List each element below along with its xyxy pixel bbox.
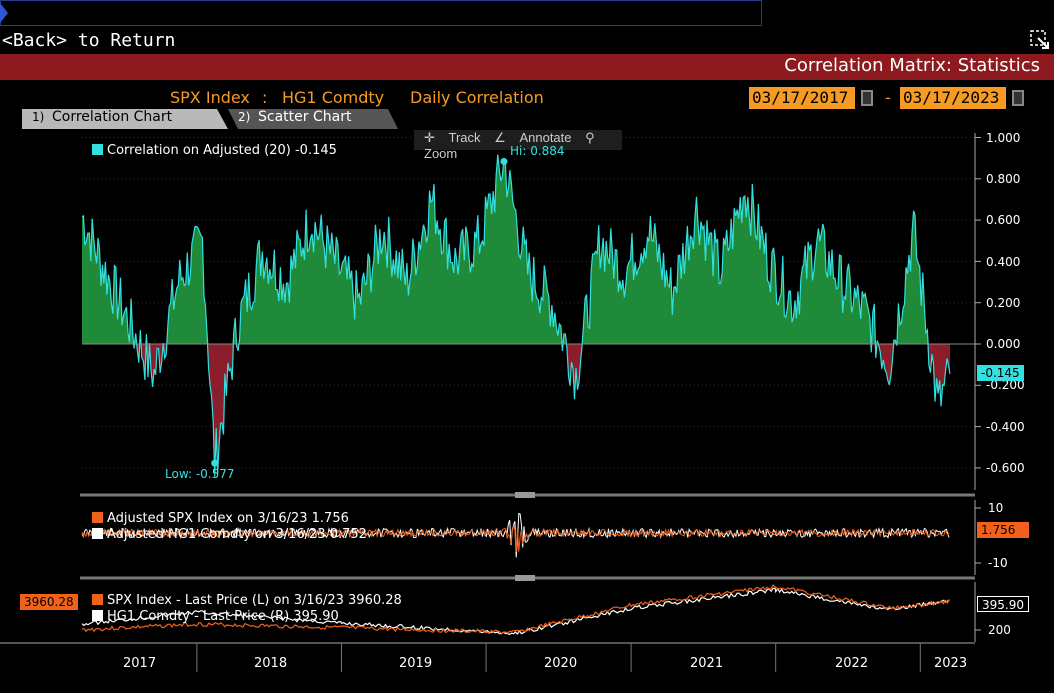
track-label: Track	[448, 130, 481, 145]
title-bar	[0, 54, 1054, 80]
legend-swatch	[92, 610, 103, 621]
panel-divider-2-handle	[515, 575, 535, 581]
spx-last-price-tag: 3960.28	[20, 594, 78, 610]
corr-tick-label: -0.400	[986, 420, 1025, 434]
hg1-price-line	[81, 587, 950, 636]
year-label-2020: 2020	[544, 656, 578, 671]
corr-tick-label: 0.000	[986, 337, 1021, 351]
panel-divider-1-handle	[515, 492, 535, 498]
track-button[interactable]: ✛ Track	[424, 130, 481, 145]
annotate-button[interactable]: ∠ Annotate	[494, 130, 572, 145]
low-marker	[211, 459, 219, 467]
corr-tick-label: 1.000	[986, 131, 1021, 145]
popout-icon[interactable]	[1030, 30, 1050, 50]
correlation-positive-area	[82, 154, 950, 344]
page-title: Correlation Matrix: Statistics	[784, 55, 1040, 76]
security-1[interactable]: SPX Index	[170, 88, 250, 107]
security-separator: :	[262, 88, 268, 107]
end-calendar-icon[interactable]	[1012, 90, 1024, 106]
spx-price-line	[81, 584, 950, 635]
annotate-label: Annotate	[519, 130, 572, 145]
returns-last-value-tag: 1.756	[977, 522, 1029, 538]
year-label-2022: 2022	[835, 656, 869, 671]
start-date-field[interactable]: 03/17/2017	[749, 87, 855, 109]
command-arrow-icon	[0, 3, 8, 23]
legend-text: Adjusted HG1 Comdty on 3/16/23 0.752	[107, 527, 367, 542]
date-separator: -	[885, 88, 891, 107]
spx-returns-legend: Adjusted SPX Index on 3/16/23 1.756	[92, 511, 349, 526]
tab-correlation-chart[interactable]: 1) Correlation Chart	[22, 109, 228, 129]
legend-text: Correlation on Adjusted (20) -0.145	[107, 143, 337, 158]
returns-tick-label: 10	[988, 501, 1004, 515]
tab-number: 1)	[32, 110, 45, 124]
corr-tick-label: 0.400	[986, 255, 1021, 269]
tab-scatter-chart[interactable]: 2) Scatter Chart	[228, 109, 398, 129]
hg1-price-legend: HG1 Comdty - Last Price (R) 395.90	[92, 609, 339, 624]
zoom-label: Zoom	[424, 146, 458, 161]
corr-tick-label: -0.600	[986, 461, 1025, 475]
correlation-mode[interactable]: Daily Correlation	[410, 88, 544, 107]
legend-swatch	[92, 594, 103, 605]
back-button[interactable]: <Back> to Return	[2, 30, 176, 51]
corr-tick-label: 0.800	[986, 172, 1021, 186]
year-label-2021: 2021	[690, 656, 724, 671]
high-marker	[500, 157, 508, 165]
correlation-line	[81, 154, 951, 477]
hg1-last-price-tag: 395.90	[977, 596, 1029, 612]
zoom-button[interactable]: ⚲ Zoom	[424, 130, 595, 161]
legend-swatch	[92, 512, 103, 523]
spx-price-legend: SPX Index - Last Price (L) on 3/16/23 39…	[92, 593, 402, 608]
returns-tick-label: -10	[988, 556, 1008, 570]
tab-label: Scatter Chart	[258, 109, 352, 125]
corr-last-value-tag: -0.145	[977, 365, 1024, 381]
start-calendar-icon[interactable]	[861, 90, 873, 106]
corr-tick-label: -0.200	[986, 378, 1025, 392]
year-label-2018: 2018	[254, 656, 288, 671]
legend-text: HG1 Comdty - Last Price (R) 395.90	[107, 609, 339, 624]
year-label-2023: 2023	[934, 656, 968, 671]
tab-number: 2)	[238, 110, 251, 124]
price-tick-label: 200	[988, 623, 1011, 637]
spx-returns-line	[81, 524, 950, 553]
corr-tick-label: 0.200	[986, 296, 1021, 310]
end-date-field[interactable]: 03/17/2023	[900, 87, 1006, 109]
high-label: Hi: 0.884	[510, 144, 565, 158]
corr-tick-label: 0.600	[986, 213, 1021, 227]
security-2[interactable]: HG1 Comdty	[282, 88, 385, 107]
legend-text: SPX Index - Last Price (L) on 3/16/23 39…	[107, 593, 402, 608]
command-line[interactable]	[0, 0, 762, 26]
tab-label: Correlation Chart	[52, 109, 173, 125]
low-label: Low: -0.577	[165, 467, 235, 481]
legend-swatch	[92, 144, 103, 155]
correlation-legend: Correlation on Adjusted (20) -0.145	[92, 143, 337, 158]
legend-swatch	[92, 528, 103, 539]
year-label-2017: 2017	[123, 656, 157, 671]
legend-text: Adjusted SPX Index on 3/16/23 1.756	[107, 511, 349, 526]
hg1-returns-legend: Adjusted HG1 Comdty on 3/16/23 0.752	[92, 527, 367, 542]
chart-toolbar: ✛ Track ∠ Annotate ⚲ Zoom	[414, 130, 622, 161]
year-label-2019: 2019	[399, 656, 433, 671]
